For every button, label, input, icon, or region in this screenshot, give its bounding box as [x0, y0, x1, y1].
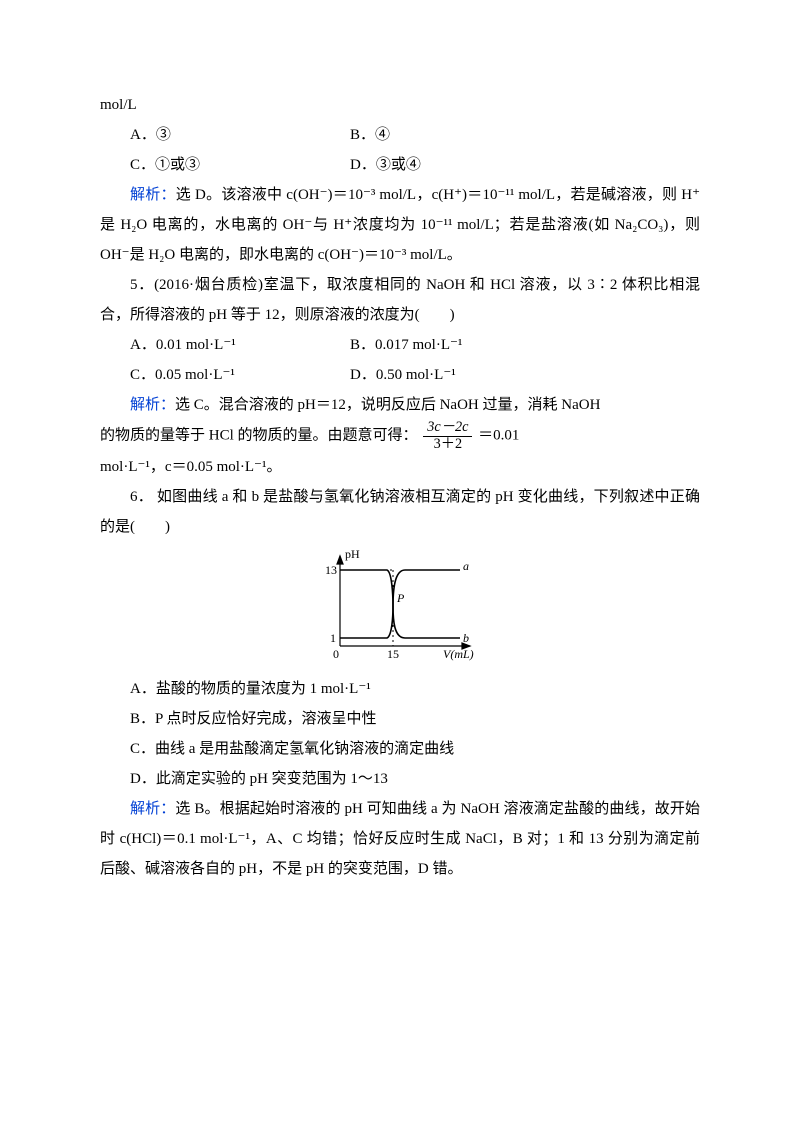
titration-curve-chart: pH 13 1 15 V(mL) a b P 0	[315, 546, 485, 666]
fraction: 3c－2c 3＋2	[423, 420, 472, 452]
q6-analysis-text: 选 B。根据起始时溶液的 pH 可知曲线 a 为 NaOH 溶液滴定盐酸的曲线，…	[100, 801, 700, 877]
chart-x-label: V(mL)	[443, 647, 474, 661]
q6-option-a: A．盐酸的物质的量浓度为 1 mol·L⁻¹	[100, 674, 700, 704]
q5-option-b: B．0.017 mol·L⁻¹	[350, 330, 570, 360]
q4-analysis-text: 选 D。该溶液中 c(OH⁻)＝10⁻³ mol/L，c(H⁺)＝10⁻¹¹ m…	[100, 187, 700, 263]
point-p-label: P	[396, 591, 405, 605]
q6-chart-wrap: pH 13 1 15 V(mL) a b P 0	[100, 546, 700, 666]
q5-analysis-text-2a: 的物质的量等于 HCl 的物质的量。由题意可得：	[100, 428, 418, 444]
chart-ytick-1: 1	[330, 631, 336, 645]
fraction-numerator: 3c－2c	[423, 420, 472, 437]
chart-origin: 0	[333, 647, 339, 661]
page-container: mol/L A．③ B．④ C．①或③ D．③或④ 解析：选 D。该溶液中 c(…	[0, 0, 800, 1132]
q4-option-a: A．③	[130, 120, 350, 150]
q5-option-d: D．0.50 mol·L⁻¹	[350, 360, 570, 390]
q5-analysis-2: 的物质的量等于 HCl 的物质的量。由题意可得： 3c－2c 3＋2 ＝0.01	[100, 420, 700, 452]
q4-option-d: D．③或④	[350, 150, 570, 180]
curve-b-label: b	[463, 631, 469, 645]
q5-analysis-1: 解析：选 C。混合溶液的 pH＝12，说明反应后 NaOH 过量，消耗 NaOH	[100, 390, 700, 420]
q5-option-c: C．0.05 mol·L⁻¹	[130, 360, 350, 390]
chart-ytick-13: 13	[325, 563, 337, 577]
q6-stem: 6． 如图曲线 a 和 b 是盐酸与氢氧化钠溶液相互滴定的 pH 变化曲线，下列…	[100, 482, 700, 542]
q5-option-a: A．0.01 mol·L⁻¹	[130, 330, 350, 360]
q6-option-c: C．曲线 a 是用盐酸滴定氢氧化钠溶液的滴定曲线	[100, 734, 700, 764]
q4-option-row-1: A．③ B．④	[130, 120, 700, 150]
analysis-label: 解析：	[130, 187, 176, 203]
chart-xtick-15: 15	[387, 647, 399, 661]
analysis-label: 解析：	[130, 397, 175, 413]
q5-option-row-1: A．0.01 mol·L⁻¹ B．0.017 mol·L⁻¹	[130, 330, 700, 360]
q6-option-b: B．P 点时反应恰好完成，溶液呈中性	[100, 704, 700, 734]
chart-y-label: pH	[345, 547, 360, 561]
q4-option-row-2: C．①或③ D．③或④	[130, 150, 700, 180]
q5-analysis-text-1: 选 C。混合溶液的 pH＝12，说明反应后 NaOH 过量，消耗 NaOH	[175, 397, 600, 413]
curve-a-label: a	[463, 559, 469, 573]
q4-option-c: C．①或③	[130, 150, 350, 180]
q6-option-d: D．此滴定实验的 pH 突变范围为 1～13	[100, 764, 700, 794]
q5-analysis-3: mol·L⁻¹，c＝0.05 mol·L⁻¹。	[100, 452, 700, 482]
analysis-label: 解析：	[130, 801, 175, 817]
q4-option-b: B．④	[350, 120, 570, 150]
q5-analysis-text-2b: ＝0.01	[474, 428, 519, 444]
q4-analysis: 解析：选 D。该溶液中 c(OH⁻)＝10⁻³ mol/L，c(H⁺)＝10⁻¹…	[100, 180, 700, 270]
q5-option-row-2: C．0.05 mol·L⁻¹ D．0.50 mol·L⁻¹	[130, 360, 700, 390]
q5-stem: 5．(2016·烟台质检)室温下，取浓度相同的 NaOH 和 HCl 溶液，以 …	[100, 270, 700, 330]
q4-lead-line: mol/L	[100, 90, 700, 120]
fraction-denominator: 3＋2	[423, 437, 472, 453]
q6-analysis: 解析：选 B。根据起始时溶液的 pH 可知曲线 a 为 NaOH 溶液滴定盐酸的…	[100, 794, 700, 884]
